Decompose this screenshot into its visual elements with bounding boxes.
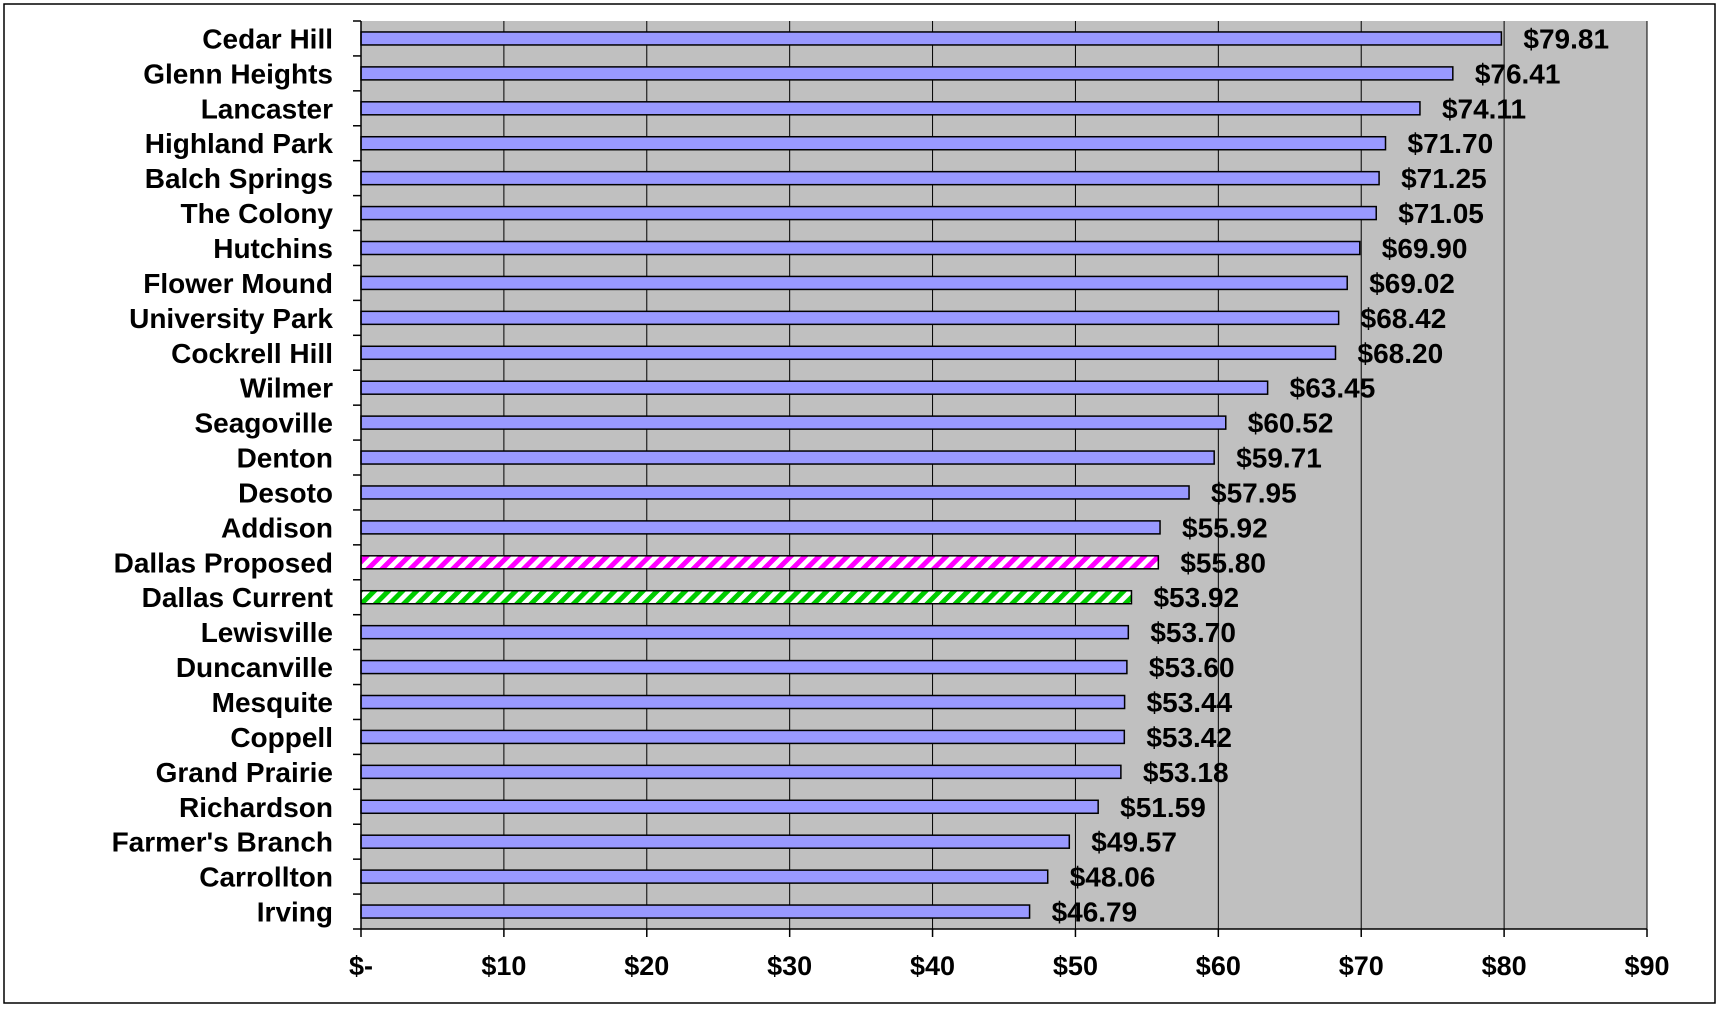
bar-denton [360, 450, 1215, 465]
category-label-lewisville: Lewisville [201, 617, 333, 648]
x-tick-labels: $- $10 $20 $30 $40 $50 $60 $70 $80 $90 [349, 951, 1670, 981]
value-label-wilmer: $63.45 [1290, 373, 1376, 404]
value-labels: $79.81 $76.41 $74.11 $71.70 $71.25 $71.05 $69.… [1052, 23, 1609, 927]
value-label-denton: $59.71 [1236, 443, 1322, 474]
bar-carrollton [360, 869, 1049, 884]
category-label-desoto: Desoto [238, 477, 333, 508]
x-tick-label-10: $10 [481, 951, 526, 981]
value-label-lewisville: $53.70 [1150, 617, 1236, 648]
value-label-the-colony: $71.05 [1398, 198, 1484, 229]
value-label-irving: $46.79 [1052, 897, 1138, 928]
value-label-mesquite: $53.44 [1147, 687, 1233, 718]
value-label-flower-mound: $69.02 [1369, 268, 1455, 299]
value-label-seagoville: $60.52 [1248, 408, 1334, 439]
bar-seagoville [360, 415, 1227, 430]
x-tick-label-20: $20 [624, 951, 669, 981]
category-label-highland-park: Highland Park [145, 128, 334, 159]
category-label-seagoville: Seagoville [194, 408, 333, 439]
value-label-grand-prairie: $53.18 [1143, 757, 1229, 788]
value-label-addison: $55.92 [1182, 512, 1268, 543]
category-label-cedar-hill: Cedar Hill [202, 23, 333, 54]
bar-lancaster [360, 101, 1421, 116]
value-label-duncanville: $53.60 [1149, 652, 1235, 683]
category-label-duncanville: Duncanville [176, 652, 333, 683]
value-label-cedar-hill: $79.81 [1523, 23, 1609, 54]
value-label-university-park: $68.42 [1361, 303, 1447, 334]
axes [353, 20, 1648, 937]
category-label-farmer-s-branch: Farmer's Branch [112, 827, 333, 858]
category-label-carrollton: Carrollton [199, 862, 333, 893]
category-label-cockrell-hill: Cockrell Hill [171, 338, 333, 369]
bar-desoto [360, 485, 1190, 500]
value-label-dallas-proposed: $55.80 [1180, 547, 1266, 578]
category-label-coppell: Coppell [230, 722, 333, 753]
bar-glenn-heights [360, 66, 1454, 81]
bar-dallas-current [360, 589, 1133, 605]
category-label-addison: Addison [221, 512, 333, 543]
category-label-mesquite: Mesquite [212, 687, 333, 718]
bar-duncanville [360, 659, 1128, 675]
bar-farmer-s-branch [360, 834, 1071, 849]
category-label-irving: Irving [257, 897, 333, 928]
value-label-desoto: $57.95 [1211, 477, 1297, 508]
value-label-glenn-heights: $76.41 [1475, 58, 1561, 89]
value-label-cockrell-hill: $68.20 [1358, 338, 1444, 369]
category-label-dallas-current: Dallas Current [142, 582, 333, 613]
x-tick-label-40: $40 [910, 951, 955, 981]
bar-the-colony [360, 205, 1377, 221]
category-label-flower-mound: Flower Mound [143, 268, 333, 299]
category-labels: Cedar Hill Glenn Heights Lancaster Highland… [112, 23, 334, 927]
bar-grand-prairie [360, 764, 1122, 780]
value-label-lancaster: $74.11 [1442, 93, 1526, 124]
bar-wilmer [360, 380, 1269, 395]
bars-group [360, 31, 1503, 919]
bar-coppell [360, 729, 1126, 745]
value-label-farmer-s-branch: $49.57 [1091, 827, 1177, 858]
category-label-hutchins: Hutchins [213, 233, 333, 264]
category-label-richardson: Richardson [179, 792, 333, 823]
bar-addison [360, 520, 1161, 535]
value-label-richardson: $51.59 [1120, 792, 1206, 823]
bar-university-park [360, 310, 1340, 326]
bar-irving [360, 904, 1031, 919]
value-label-highland-park: $71.70 [1408, 128, 1494, 159]
bar-dallas-proposed [360, 555, 1160, 570]
x-tick-label-60: $60 [1196, 951, 1241, 981]
x-tick-label-70: $70 [1339, 951, 1384, 981]
bar-mesquite [360, 694, 1126, 710]
x-tick-label-0: $- [349, 951, 373, 981]
bar-balch-springs [360, 170, 1380, 186]
bar-hutchins [360, 240, 1361, 256]
category-label-balch-springs: Balch Springs [145, 163, 333, 194]
value-label-carrollton: $48.06 [1070, 862, 1156, 893]
bar-highland-park [360, 135, 1387, 151]
category-label-lancaster: Lancaster [201, 93, 333, 124]
category-label-glenn-heights: Glenn Heights [143, 58, 333, 89]
value-label-dallas-current: $53.92 [1153, 582, 1239, 613]
bar-cockrell-hill [360, 345, 1337, 361]
bar-lewisville [360, 624, 1130, 640]
value-label-coppell: $53.42 [1146, 722, 1232, 753]
category-label-university-park: University Park [129, 303, 333, 334]
value-label-balch-springs: $71.25 [1401, 163, 1487, 194]
bar-cedar-hill [360, 31, 1503, 46]
bar-flower-mound [360, 275, 1348, 291]
x-tick-label-50: $50 [1053, 951, 1098, 981]
category-label-dallas-proposed: Dallas Proposed [114, 547, 333, 578]
category-label-wilmer: Wilmer [240, 373, 333, 404]
x-tick-label-80: $80 [1482, 951, 1527, 981]
x-tick-label-30: $30 [767, 951, 812, 981]
category-label-grand-prairie: Grand Prairie [156, 757, 333, 788]
category-label-denton: Denton [237, 443, 333, 474]
category-label-the-colony: The Colony [181, 198, 334, 229]
x-tick-label-90: $90 [1624, 951, 1669, 981]
bar-richardson [360, 799, 1099, 815]
value-label-hutchins: $69.90 [1382, 233, 1468, 264]
